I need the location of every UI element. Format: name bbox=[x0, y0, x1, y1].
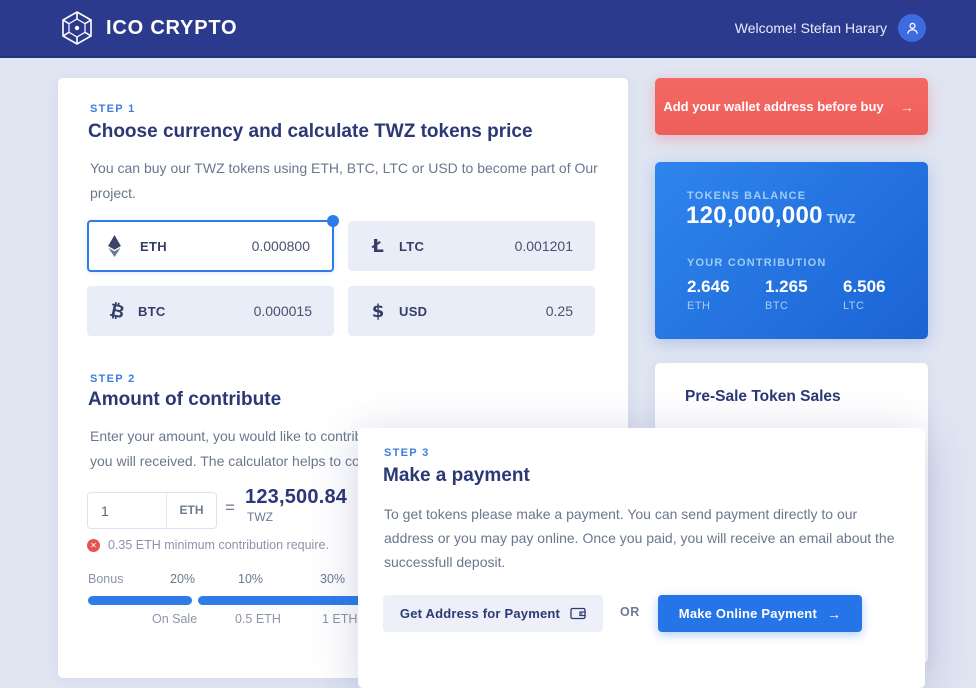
welcome-message: Welcome! Stefan Harary bbox=[734, 20, 887, 36]
step2-description-line1: Enter your amount, you would like to con… bbox=[90, 428, 382, 444]
balance-number: 120,000,000 bbox=[686, 202, 823, 229]
milestone-half-eth: 0.5 ETH bbox=[235, 612, 281, 626]
selected-dot bbox=[327, 215, 339, 227]
online-payment-label: Make Online Payment bbox=[678, 606, 817, 621]
currency-symbol: BTC bbox=[138, 303, 166, 319]
error-message: 0.35 ETH minimum contribution require. bbox=[108, 538, 329, 552]
presale-card-title: Pre-Sale Token Sales bbox=[685, 388, 841, 405]
currency-tile-eth[interactable]: ETH 0.000800 bbox=[87, 215, 339, 272]
contribution-value: 6.506 bbox=[843, 277, 886, 296]
currency-rate: 0.000800 bbox=[251, 238, 310, 254]
minimum-contribution-warning: ✕ 0.35 ETH minimum contribution require. bbox=[87, 538, 329, 552]
bonus-tier-1: 20% bbox=[170, 572, 196, 586]
amount-input-group: ETH bbox=[87, 492, 217, 529]
tokens-balance-label: TOKENS BALANCE bbox=[687, 190, 807, 202]
contribution-ltc: 6.506 LTC bbox=[843, 277, 886, 312]
ico-crypto-logo-icon bbox=[58, 9, 96, 47]
currency-rate: 0.25 bbox=[545, 303, 573, 319]
step2-description-line2: you will received. The calculator helps … bbox=[90, 453, 391, 469]
currency-tile-usd[interactable]: $ USD 0.25 bbox=[348, 286, 595, 336]
token-result-unit: TWZ bbox=[247, 510, 273, 524]
currency-symbol: ETH bbox=[140, 238, 167, 254]
milestone-one-eth: 1 ETH bbox=[322, 612, 358, 626]
contribution-unit: ETH bbox=[687, 300, 711, 312]
step3-title: Make a payment bbox=[383, 465, 530, 486]
tokens-balance-card: TOKENS BALANCE 120,000,000 TWZ YOUR CONTR… bbox=[655, 162, 928, 339]
brand-name: ICO CRYPTO bbox=[106, 16, 238, 39]
currency-rate: 0.000015 bbox=[253, 303, 312, 319]
bonus-tier-3: 30% bbox=[320, 572, 346, 586]
your-contribution-label: YOUR CONTRIBUTION bbox=[687, 257, 827, 269]
arrow-right-icon: → bbox=[900, 98, 914, 115]
get-address-label: Get Address for Payment bbox=[399, 606, 561, 621]
get-address-button[interactable]: Get Address for Payment bbox=[383, 595, 603, 632]
usd-icon: $ bbox=[371, 300, 385, 322]
contribution-value: 2.646 bbox=[687, 277, 730, 296]
contribution-value: 1.265 bbox=[765, 277, 808, 296]
token-result-value: 123,500.84 bbox=[245, 486, 348, 508]
bonus-label: Bonus bbox=[88, 572, 124, 586]
btc-icon: ₿ bbox=[107, 299, 127, 323]
milestone-on-sale: On Sale bbox=[152, 612, 198, 626]
contribution-btc: 1.265 BTC bbox=[765, 277, 808, 312]
step3-description: To get tokens please make a payment. You… bbox=[384, 506, 895, 570]
step1-label: STEP 1 bbox=[90, 103, 136, 115]
step1-description: You can buy our TWZ tokens using ETH, BT… bbox=[90, 160, 598, 201]
balance-unit: TWZ bbox=[826, 211, 856, 226]
error-icon: ✕ bbox=[87, 538, 100, 552]
ltc-icon: Ł bbox=[372, 235, 384, 257]
currency-symbol: LTC bbox=[399, 238, 425, 254]
top-navbar: ICO CRYPTO Welcome! Stefan Harary bbox=[0, 0, 976, 58]
tokens-balance-value: 120,000,000 TWZ bbox=[686, 202, 856, 230]
currency-tile-ltc[interactable]: Ł LTC 0.001201 bbox=[348, 221, 595, 271]
contribution-unit: BTC bbox=[765, 300, 789, 312]
contribution-eth: 2.646 ETH bbox=[687, 277, 730, 312]
step1-title: Choose currency and calculate TWZ tokens… bbox=[88, 121, 533, 142]
currency-symbol: USD bbox=[399, 303, 428, 319]
add-wallet-address-button[interactable]: Add your wallet address before buy → bbox=[655, 78, 928, 135]
make-payment-card: STEP 3 Make a payment To get tokens plea… bbox=[358, 428, 925, 688]
add-wallet-address-label: Add your wallet address before buy bbox=[663, 99, 884, 114]
buy-tokens-card: STEP 1 Choose currency and calculate TWZ… bbox=[58, 78, 628, 678]
equals-sign: = bbox=[225, 498, 235, 517]
user-avatar[interactable] bbox=[898, 14, 926, 42]
amount-input[interactable] bbox=[88, 502, 166, 519]
or-separator: OR bbox=[620, 605, 640, 619]
brand[interactable]: ICO CRYPTO bbox=[58, 9, 237, 47]
progress-bar-segment-1 bbox=[88, 596, 192, 605]
make-online-payment-button[interactable]: Make Online Payment → bbox=[658, 595, 862, 632]
currency-tile-btc[interactable]: ₿ BTC 0.000015 bbox=[87, 286, 334, 336]
amount-unit-label: ETH bbox=[166, 493, 216, 528]
step3-label: STEP 3 bbox=[384, 447, 430, 459]
currency-rate: 0.001201 bbox=[514, 238, 573, 254]
contribution-unit: LTC bbox=[843, 300, 865, 312]
wallet-icon bbox=[570, 607, 586, 620]
step2-title: Amount of contribute bbox=[88, 389, 282, 410]
eth-icon bbox=[107, 235, 131, 257]
arrow-right-icon: → bbox=[826, 605, 842, 622]
step2-label: STEP 2 bbox=[90, 373, 136, 385]
bonus-tier-2: 10% bbox=[238, 572, 264, 586]
